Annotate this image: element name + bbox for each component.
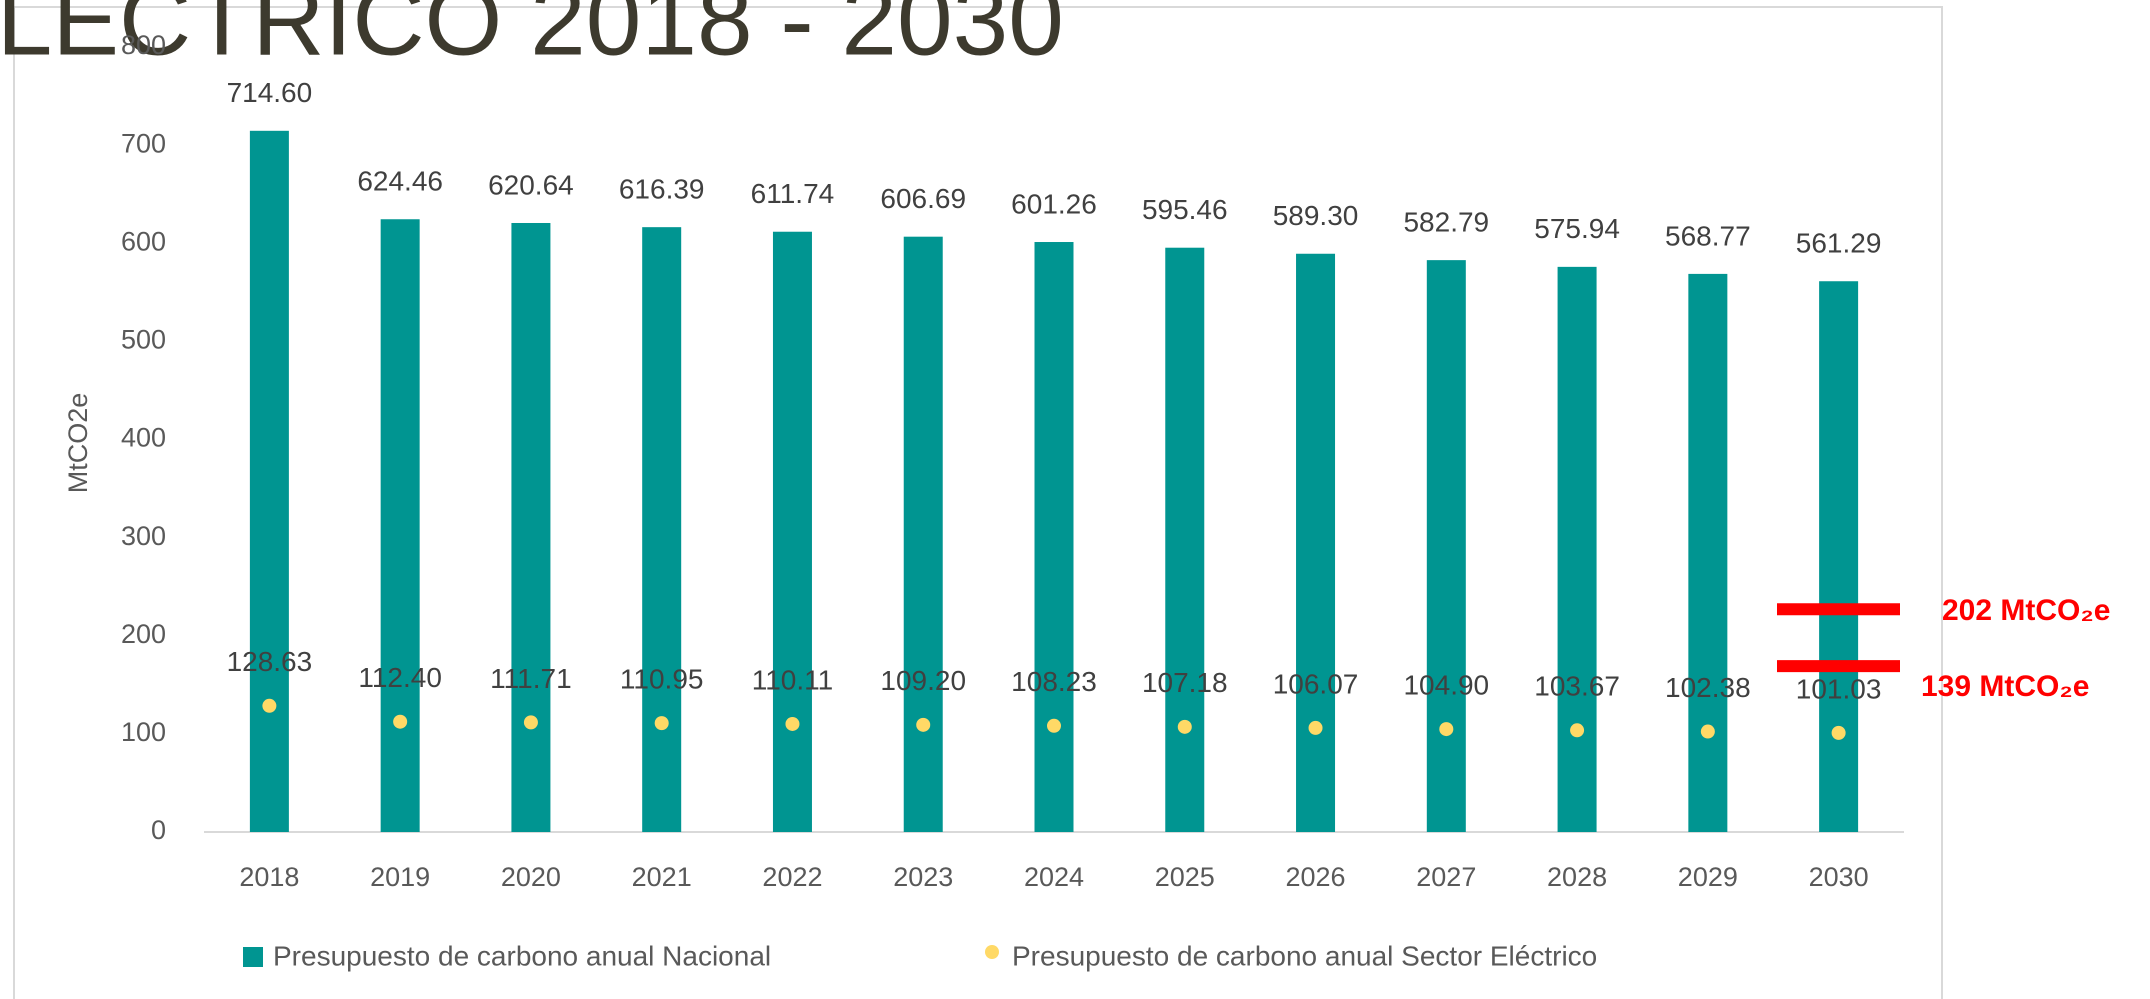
y-tick-label: 100 bbox=[121, 717, 166, 747]
y-tick-label: 400 bbox=[121, 423, 166, 453]
x-tick-label: 2018 bbox=[239, 862, 299, 892]
dot bbox=[785, 716, 800, 731]
dot bbox=[1177, 719, 1192, 734]
dot bbox=[1570, 723, 1585, 738]
y-tick-label: 200 bbox=[121, 619, 166, 649]
bar bbox=[1688, 273, 1728, 833]
data-label: 611.74 bbox=[751, 178, 835, 209]
chart-title: ELECTRICO 2018 - 2030 bbox=[0, 0, 1064, 76]
x-tick-label: 2026 bbox=[1285, 862, 1345, 892]
data-label: 111.71 bbox=[490, 663, 571, 694]
y-tick-label: 0 bbox=[151, 815, 166, 845]
x-tick-label: 2022 bbox=[762, 862, 822, 892]
x-tick-label: 2030 bbox=[1809, 862, 1869, 892]
annotation-label: 202 MtCO₂e bbox=[1942, 594, 2110, 627]
dot bbox=[654, 716, 669, 731]
x-tick-label: 2020 bbox=[501, 862, 561, 892]
y-axis-label: MtCO2e bbox=[63, 393, 93, 494]
x-tick-label: 2019 bbox=[370, 862, 430, 892]
x-tick-label: 2024 bbox=[1024, 862, 1084, 892]
data-label: 112.40 bbox=[358, 662, 442, 693]
data-label: 102.38 bbox=[1665, 672, 1751, 703]
data-label: 109.20 bbox=[880, 665, 966, 696]
bar bbox=[511, 222, 551, 832]
data-label: 110.95 bbox=[620, 664, 704, 695]
dot bbox=[1700, 724, 1715, 739]
bar bbox=[249, 130, 289, 832]
dot bbox=[262, 698, 277, 713]
y-tick-label: 700 bbox=[121, 128, 166, 158]
dot bbox=[916, 717, 931, 732]
bar bbox=[1819, 281, 1859, 832]
bar bbox=[903, 236, 943, 833]
data-label: 568.77 bbox=[1665, 220, 1751, 251]
bar bbox=[380, 219, 420, 832]
dot bbox=[393, 714, 408, 729]
data-label: 101.03 bbox=[1796, 673, 1882, 704]
data-label: 624.46 bbox=[357, 166, 443, 197]
bar bbox=[1296, 253, 1336, 832]
x-tick-label: 2028 bbox=[1547, 862, 1607, 892]
legend-label: Presupuesto de carbono anual Sector Eléc… bbox=[1012, 940, 1597, 971]
data-label: 601.26 bbox=[1011, 188, 1097, 219]
data-label: 606.69 bbox=[880, 183, 966, 214]
data-label: 104.90 bbox=[1403, 669, 1489, 700]
data-label: 106.07 bbox=[1273, 668, 1359, 699]
dot bbox=[1439, 722, 1454, 737]
data-label: 108.23 bbox=[1011, 666, 1097, 697]
data-label: 616.39 bbox=[619, 174, 705, 205]
data-label: 128.63 bbox=[227, 646, 313, 677]
data-label: 595.46 bbox=[1142, 194, 1228, 225]
chart-border bbox=[13, 6, 1943, 999]
data-label: 561.29 bbox=[1796, 228, 1882, 259]
bar bbox=[1426, 260, 1466, 832]
x-tick-label: 2029 bbox=[1678, 862, 1738, 892]
data-label: 110.11 bbox=[752, 664, 833, 695]
y-tick-label: 500 bbox=[121, 325, 166, 355]
x-tick-label: 2025 bbox=[1155, 862, 1215, 892]
x-tick-label: 2027 bbox=[1416, 862, 1476, 892]
data-label: 714.60 bbox=[227, 77, 313, 108]
bar bbox=[772, 231, 812, 833]
bar bbox=[1165, 247, 1205, 832]
bar bbox=[1557, 266, 1597, 832]
data-label: 582.79 bbox=[1403, 207, 1489, 238]
data-label: 575.94 bbox=[1534, 213, 1620, 244]
data-label: 103.67 bbox=[1534, 671, 1620, 702]
dot bbox=[1047, 718, 1061, 733]
annotation-label: 139 MtCO₂e bbox=[1921, 670, 2089, 703]
data-label: 620.64 bbox=[488, 169, 574, 200]
dot bbox=[1308, 720, 1323, 735]
data-label: 107.18 bbox=[1142, 667, 1228, 698]
dot bbox=[1831, 725, 1846, 740]
legend-label: Presupuesto de carbono anual Nacional bbox=[273, 940, 771, 971]
y-tick-label: 600 bbox=[121, 226, 166, 256]
x-tick-label: 2021 bbox=[632, 862, 692, 892]
legend-swatch bbox=[985, 945, 999, 959]
y-tick-label: 300 bbox=[121, 521, 166, 551]
data-label: 589.30 bbox=[1273, 200, 1359, 231]
bar bbox=[642, 227, 682, 833]
bar bbox=[1034, 242, 1074, 833]
x-tick-label: 2023 bbox=[893, 862, 953, 892]
legend-swatch bbox=[243, 947, 263, 967]
y-tick-label: 800 bbox=[121, 30, 166, 60]
dot bbox=[523, 715, 538, 730]
